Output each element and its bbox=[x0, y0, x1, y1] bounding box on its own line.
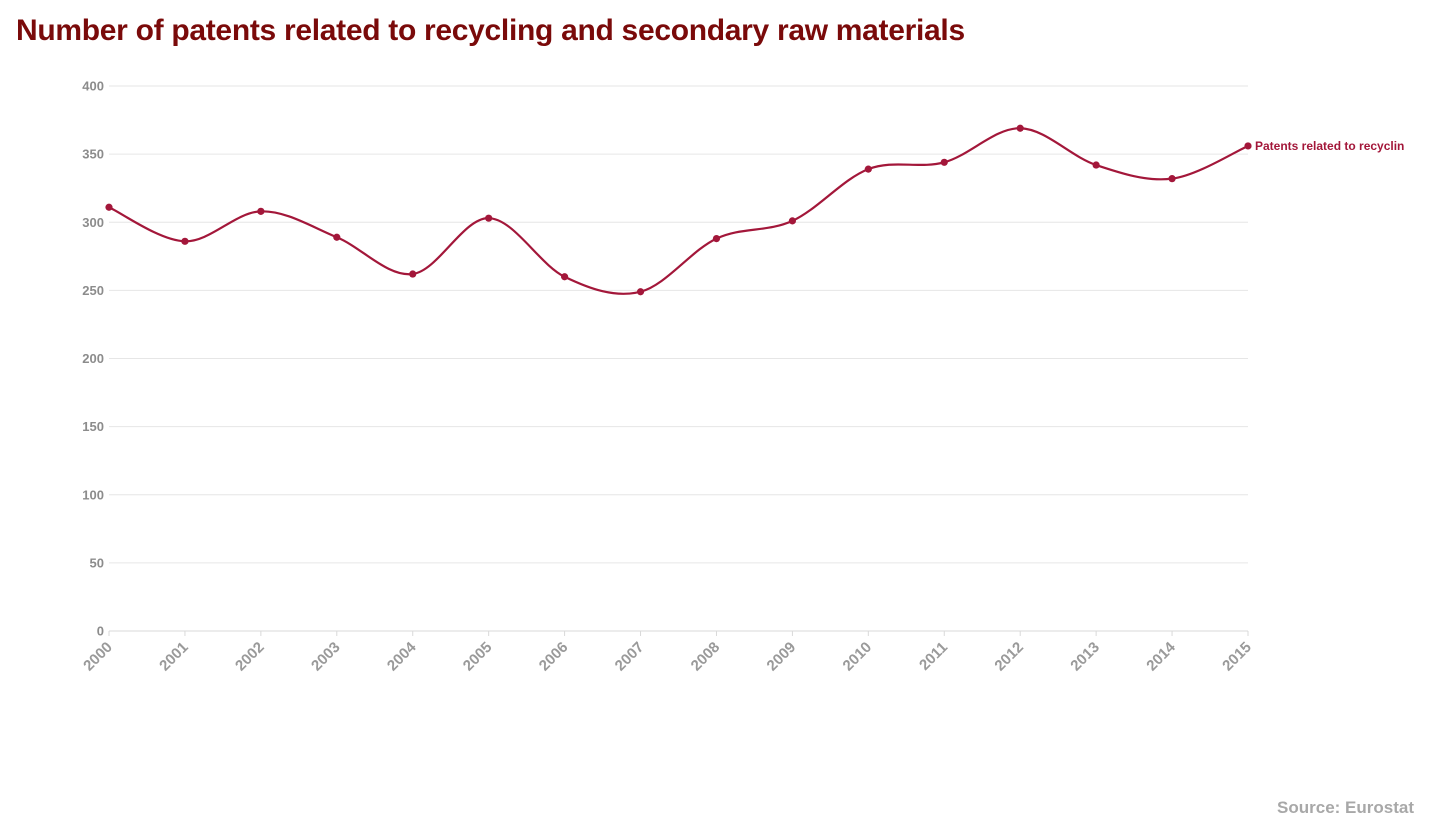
x-tick-label: 2009 bbox=[764, 639, 800, 675]
data-point bbox=[409, 270, 417, 278]
data-point bbox=[105, 203, 113, 211]
x-tick-label: 2010 bbox=[840, 639, 876, 675]
data-point bbox=[181, 237, 189, 245]
data-point bbox=[333, 233, 341, 241]
data-point bbox=[257, 207, 265, 215]
y-tick-label: 100 bbox=[82, 487, 104, 502]
y-tick-label: 350 bbox=[82, 147, 104, 162]
x-tick-label: 2000 bbox=[80, 639, 116, 675]
y-tick-label: 0 bbox=[97, 624, 104, 639]
data-point bbox=[561, 273, 569, 281]
data-points bbox=[105, 124, 1252, 296]
series-label: Patents related to recyclin bbox=[1255, 139, 1404, 153]
series-line bbox=[107, 127, 1250, 295]
y-tick-label: 150 bbox=[82, 419, 104, 434]
x-tick-label: 2008 bbox=[688, 639, 724, 675]
x-tick-label: 2003 bbox=[308, 639, 344, 675]
x-axis bbox=[108, 630, 1249, 636]
x-axis-tick-labels: 2000 2001 2002 2003 2004 2005 2006 2007 2008 2009… bbox=[80, 638, 1255, 674]
x-tick-label: 2013 bbox=[1067, 639, 1103, 675]
x-tick-label: 2006 bbox=[536, 639, 572, 675]
y-tick-label: 50 bbox=[90, 555, 104, 570]
data-point bbox=[1092, 161, 1100, 169]
y-tick-label: 200 bbox=[82, 351, 104, 366]
y-tick-label: 400 bbox=[82, 79, 104, 94]
data-point bbox=[1016, 124, 1024, 132]
x-tick-label: 2014 bbox=[1143, 638, 1179, 674]
gridlines bbox=[109, 85, 1248, 564]
data-point bbox=[788, 217, 797, 225]
chart-title: Number of patents related to recycling a… bbox=[16, 14, 965, 47]
y-tick-label: 250 bbox=[82, 283, 104, 298]
x-tick-label: 2007 bbox=[612, 639, 648, 675]
data-point bbox=[1244, 142, 1252, 150]
data-point bbox=[712, 235, 721, 243]
series-lines bbox=[107, 127, 1250, 295]
data-point bbox=[864, 165, 872, 173]
x-tick-label: 2011 bbox=[916, 639, 951, 674]
data-point bbox=[1168, 175, 1176, 183]
data-point bbox=[636, 288, 645, 296]
x-tick-label: 2012 bbox=[991, 639, 1027, 675]
x-tick-label: 2005 bbox=[460, 639, 496, 675]
series-labels: Patents related to recyclin bbox=[1255, 139, 1404, 153]
x-tick-label: 2015 bbox=[1219, 639, 1255, 675]
data-point bbox=[940, 158, 948, 166]
source-note: Source: Eurostat bbox=[1277, 798, 1414, 817]
data-point bbox=[485, 214, 493, 222]
x-tick-label: 2004 bbox=[384, 638, 420, 674]
y-axis-tick-labels: 0 50 100 150 200 250 300 350 400 bbox=[82, 79, 104, 639]
y-tick-label: 300 bbox=[82, 215, 104, 230]
x-tick-label: 2002 bbox=[232, 639, 268, 675]
x-tick-label: 2001 bbox=[156, 639, 192, 675]
